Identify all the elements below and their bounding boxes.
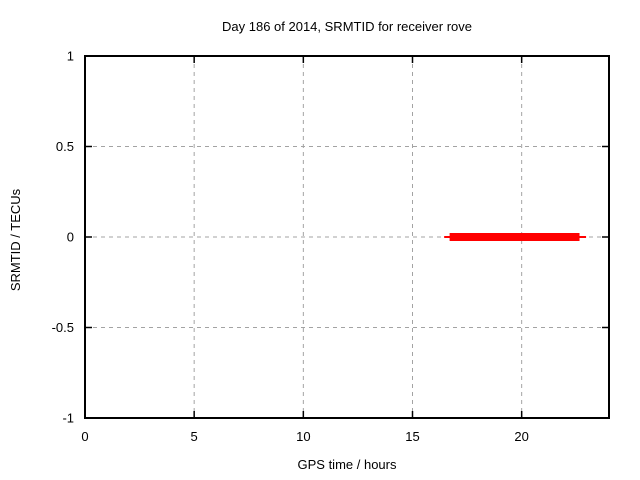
y-tick-label: 1 — [67, 49, 74, 64]
y-tick-label: -0.5 — [52, 320, 74, 335]
x-tick-label: 20 — [514, 429, 528, 444]
y-tick-label: -1 — [62, 411, 74, 426]
x-axis-label: GPS time / hours — [297, 457, 397, 472]
x-tick-label: 5 — [191, 429, 198, 444]
x-tick-label: 0 — [81, 429, 88, 444]
x-tick-label: 15 — [405, 429, 419, 444]
x-tick-label: 10 — [296, 429, 310, 444]
chart-title: Day 186 of 2014, SRMTID for receiver rov… — [222, 19, 472, 34]
y-tick-label: 0 — [67, 230, 74, 245]
y-tick-label: 0.5 — [56, 139, 74, 154]
